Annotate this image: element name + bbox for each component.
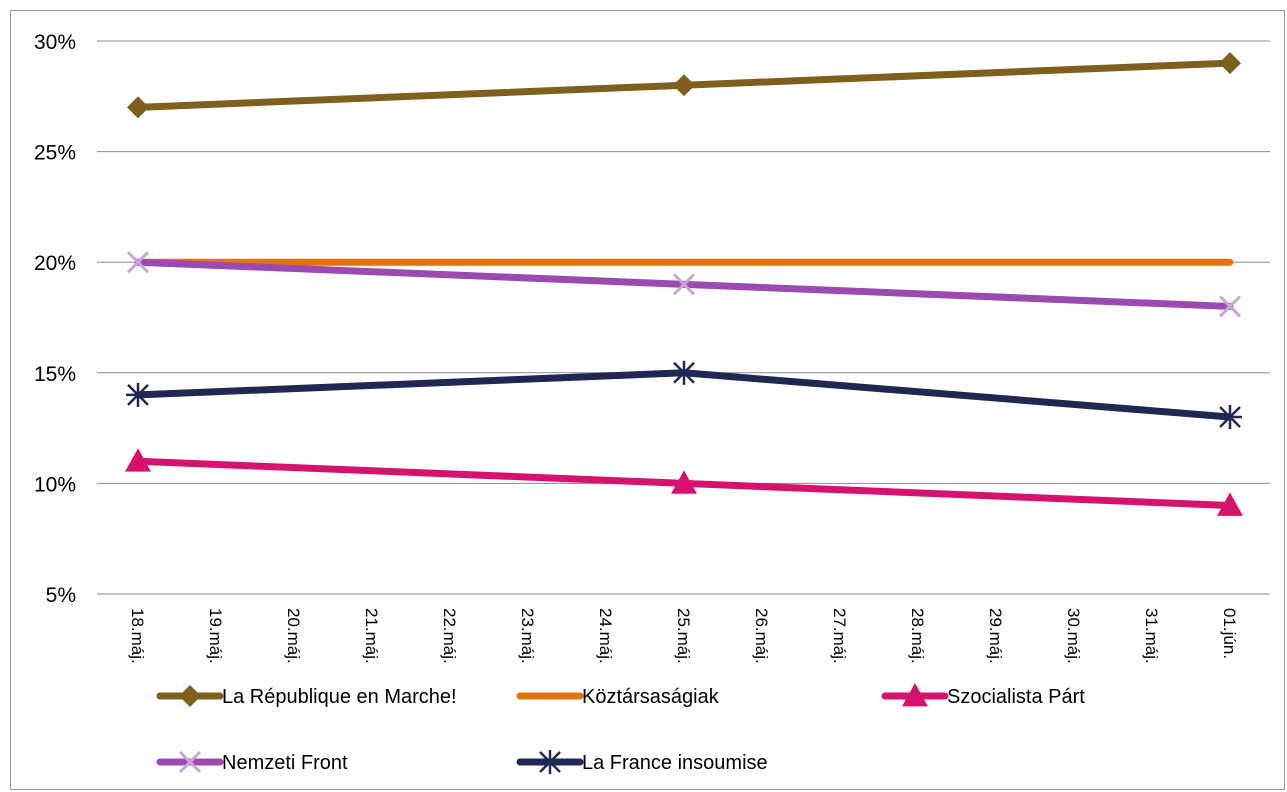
y-tick-label: 10% [34, 473, 76, 496]
series-lines [125, 52, 1243, 516]
x-tick-label: 23.máj. [518, 608, 537, 664]
y-tick-label: 15% [34, 363, 76, 386]
legend-item: Szocialista Párt [881, 683, 1085, 708]
legend-item: Nemzeti Front [156, 750, 348, 774]
data-point-star [1218, 405, 1242, 430]
series-la-r-publique-en-marche- [127, 52, 1241, 119]
series-nemzeti-front [126, 251, 1242, 318]
data-point-star [126, 382, 150, 407]
legend-label: Köztársaságiak [582, 686, 720, 708]
y-tick-label: 20% [34, 252, 76, 275]
data-point-x [126, 251, 150, 274]
chart-frame [10, 10, 1285, 790]
y-tick-label: 25% [34, 142, 76, 165]
x-tick-label: 31.máj. [1142, 608, 1161, 664]
data-point-diamond [179, 685, 201, 707]
legend: La République en Marche! Köztársaságiak Sz… [156, 683, 1085, 774]
legend-label: La République en Marche! [222, 686, 457, 708]
x-tick-label: 25.máj. [674, 608, 693, 664]
y-axis-ticks: 5% 10% 15% 20% 25% 30% [34, 31, 76, 607]
series-szocialista-p-rt [125, 448, 1243, 516]
data-point-diamond [127, 96, 149, 119]
x-tick-label: 30.máj. [1064, 608, 1083, 664]
data-point-x [672, 273, 696, 296]
gridlines [97, 40, 1270, 595]
y-tick-label: 30% [34, 31, 76, 54]
legend-item: La République en Marche! [156, 685, 457, 708]
x-tick-label: 24.máj. [596, 608, 615, 664]
data-point-diamond [1219, 52, 1241, 75]
data-point-triangle [1217, 492, 1243, 516]
x-tick-label: 27.máj. [830, 608, 849, 664]
legend-label: Szocialista Párt [947, 686, 1085, 708]
data-point-star [672, 360, 696, 385]
x-tick-label: 22.máj. [440, 608, 459, 664]
series-la-france-insoumise [126, 360, 1242, 430]
data-point-triangle [125, 448, 151, 472]
data-point-star [538, 750, 562, 774]
x-tick-label: 01.jún. [1220, 608, 1239, 659]
x-tick-label: 20.máj. [284, 608, 303, 664]
y-tick-label: 5% [46, 584, 76, 607]
x-axis-ticks: 18.máj. 19.máj. 20.máj. 21.máj. 22.máj. 23.má… [128, 608, 1239, 664]
legend-label: La France insoumise [582, 752, 768, 774]
legend-item: Köztársaságiak [516, 686, 720, 708]
legend-item: La France insoumise [516, 750, 768, 774]
x-tick-label: 29.máj. [986, 608, 1005, 664]
x-tick-label: 19.máj. [206, 608, 225, 664]
data-point-diamond [673, 74, 695, 97]
data-point-triangle [902, 683, 928, 707]
data-point-triangle [671, 470, 697, 494]
x-tick-label: 21.máj. [362, 608, 381, 664]
legend-label: Nemzeti Front [222, 752, 348, 774]
x-tick-label: 18.máj. [128, 608, 147, 664]
x-tick-label: 28.máj. [908, 608, 927, 664]
data-point-x [178, 750, 202, 774]
data-point-x [1218, 295, 1242, 318]
x-tick-label: 26.máj. [752, 608, 771, 664]
